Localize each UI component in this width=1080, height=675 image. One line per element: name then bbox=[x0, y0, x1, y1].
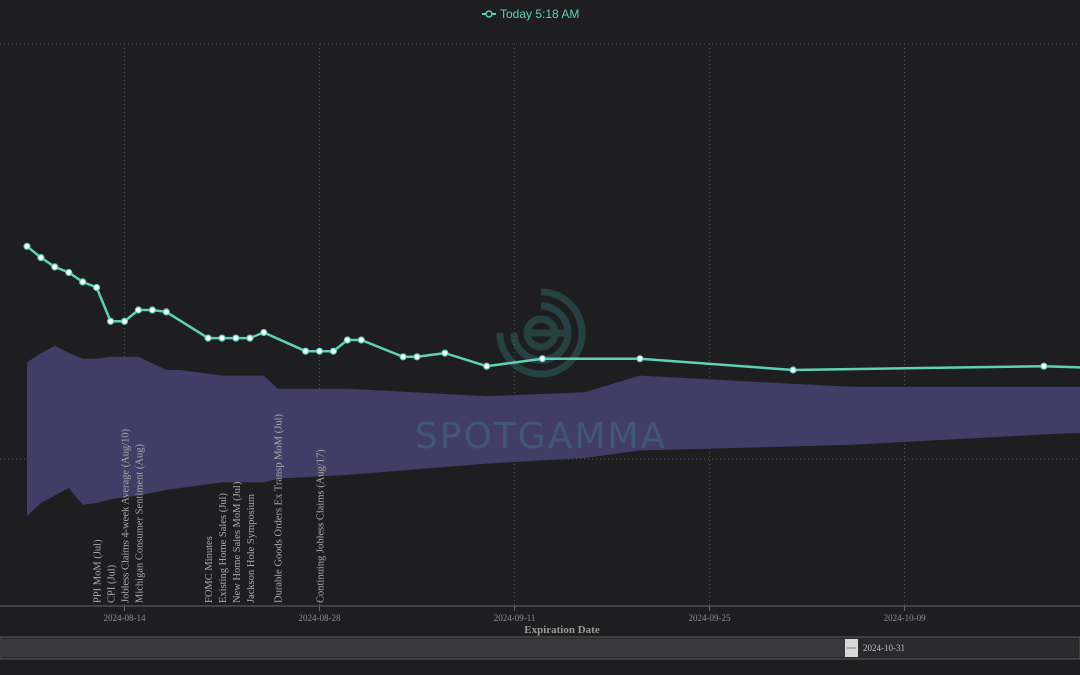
data-point bbox=[413, 353, 421, 361]
data-point bbox=[636, 355, 644, 363]
range-band bbox=[27, 345, 1080, 517]
event-label: Jobless Claims 4-week Average (Aug/10) bbox=[120, 428, 131, 603]
range-slider[interactable]: 2024-10-31 bbox=[0, 636, 1080, 660]
data-point bbox=[1040, 362, 1048, 370]
event-label: Existing Home Sales (Jul) bbox=[218, 493, 229, 603]
event-label: New Home Sales MoM (Jul) bbox=[232, 481, 243, 603]
slider-date-label: 2024-10-31 bbox=[863, 643, 905, 653]
data-point bbox=[246, 334, 254, 342]
x-tick-label: 2024-09-11 bbox=[494, 613, 536, 623]
watermark-text: SPOTGAMMA bbox=[415, 416, 667, 457]
band-area bbox=[27, 345, 1080, 517]
data-point bbox=[79, 278, 87, 286]
data-point bbox=[51, 263, 59, 271]
x-axis-title: Expiration Date bbox=[524, 624, 600, 636]
data-point bbox=[302, 347, 310, 355]
event-label: PPI MoM (Jul) bbox=[93, 539, 104, 603]
event-label: Continuing Jobless Claims (Aug/17) bbox=[315, 449, 326, 603]
data-point bbox=[789, 366, 797, 374]
data-point bbox=[538, 355, 547, 363]
event-annotations: PPI MoM (Jul) CPI (Jul) Jobless Claims 4-w… bbox=[93, 414, 327, 603]
event-label: Durable Goods Orders Ex Transp MoM (Jul) bbox=[274, 414, 285, 603]
data-point bbox=[23, 242, 31, 250]
slider-window bbox=[0, 639, 845, 657]
spotgamma-logo-icon bbox=[496, 288, 586, 378]
data-point bbox=[92, 283, 101, 292]
event-label: CPI (Jul) bbox=[107, 564, 118, 603]
data-point bbox=[260, 328, 268, 337]
data-point bbox=[204, 334, 212, 342]
data-point bbox=[232, 334, 240, 342]
data-point bbox=[148, 306, 156, 314]
legend-label: Today 5:18 AM bbox=[500, 7, 579, 21]
watermark: SPOTGAMMA bbox=[415, 288, 667, 457]
data-point bbox=[120, 317, 129, 325]
legend-marker-icon bbox=[485, 10, 493, 18]
data-point bbox=[343, 336, 351, 344]
event-label: Michigan Consumer Sentiment (Aug) bbox=[134, 444, 145, 603]
x-tick-label: 2024-08-14 bbox=[104, 613, 146, 623]
data-point bbox=[329, 347, 337, 355]
data-point bbox=[162, 308, 170, 316]
data-point bbox=[134, 306, 142, 314]
event-label: Jackson Hole Symposium bbox=[246, 494, 257, 603]
data-point bbox=[37, 254, 45, 262]
data-point bbox=[357, 336, 365, 344]
data-point bbox=[315, 347, 324, 355]
x-tick-label: 2024-10-09 bbox=[884, 613, 926, 623]
x-tick-label: 2024-08-28 bbox=[299, 613, 341, 623]
series-line bbox=[23, 242, 1080, 374]
data-point bbox=[218, 334, 226, 342]
data-point bbox=[106, 317, 115, 325]
x-tick-label: 2024-09-25 bbox=[689, 613, 731, 623]
data-point bbox=[441, 349, 449, 357]
data-point bbox=[399, 353, 407, 361]
data-point bbox=[483, 362, 491, 370]
x-axis: 2024-08-14 2024-08-28 2024-09-11 2024-09-25… bbox=[104, 606, 926, 623]
legend[interactable]: Today 5:18 AM bbox=[482, 7, 579, 21]
event-label: FOMC Minutes bbox=[204, 536, 215, 603]
data-point bbox=[65, 268, 73, 277]
